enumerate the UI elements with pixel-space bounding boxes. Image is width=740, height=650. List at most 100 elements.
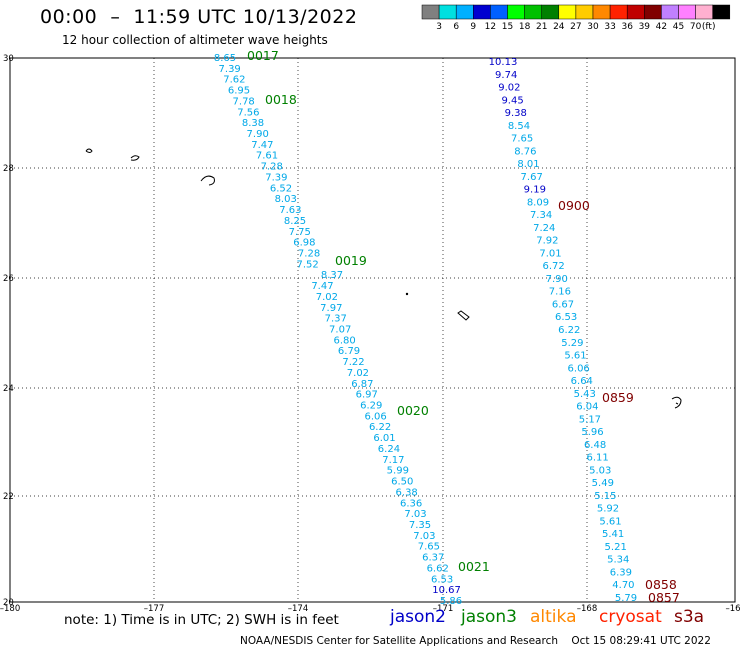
swh-value: 5.61 [564, 351, 586, 362]
swh-value: 6.29 [360, 401, 382, 412]
swh-value: 6.39 [610, 567, 632, 578]
swh-value: 6.37 [422, 553, 444, 564]
swh-value: 7.07 [329, 325, 351, 336]
swh-value: 6.98 [293, 238, 315, 249]
swh-value: 6.36 [400, 498, 422, 509]
swh-value: 7.47 [311, 281, 333, 292]
swh-value: 7.97 [320, 303, 342, 314]
swh-value: 7.01 [539, 248, 561, 259]
color-scale-label: 18 [519, 22, 531, 32]
swh-value: 8.09 [527, 197, 549, 208]
swh-value: 8.76 [514, 146, 536, 157]
swh-value: 5.92 [597, 504, 619, 515]
swh-value: 7.16 [549, 287, 571, 298]
color-scale-label: 27 [570, 22, 581, 32]
swh-value: 5.43 [574, 389, 596, 400]
swh-value: 6.62 [427, 563, 449, 574]
swh-value: 6.80 [333, 335, 355, 346]
swh-value: 8.25 [284, 216, 306, 227]
swh-value: 7.61 [256, 151, 278, 162]
latitude-tick-label: 28 [3, 164, 14, 174]
swh-value: 5.96 [581, 427, 603, 438]
swh-value: 6.53 [431, 574, 453, 585]
color-scale-legend: 3 6 9 12 15 18 21 24 27 30 33 36 39 42 45 70 (ft) [421, 4, 731, 32]
latitude-tick-label: 30 [3, 54, 14, 64]
swh-value: 7.90 [247, 129, 269, 140]
swh-value: 5.86 [440, 596, 462, 607]
footer-note: note: 1) Time is in UTC; 2) SWH is in fe… [64, 612, 339, 628]
color-scale-label: 9 [470, 22, 476, 32]
pass-time-label: 0857 [648, 590, 680, 605]
longitude-tick-label: –171 [433, 604, 453, 612]
swh-value: 8.03 [275, 194, 297, 205]
legend-s3a: s3a [674, 607, 705, 627]
swh-value: 9.45 [501, 95, 523, 106]
island-outline [405, 292, 409, 296]
swh-value: 7.56 [237, 107, 259, 118]
swh-value: 6.52 [270, 183, 292, 194]
swh-value: 10.67 [432, 585, 461, 596]
color-scale-label: 70 [690, 22, 702, 32]
swh-value: 7.22 [342, 357, 364, 368]
legend-cryosat: cryosat [599, 607, 662, 627]
latitude-tick-label: 24 [3, 384, 14, 394]
swh-value: 7.03 [413, 531, 435, 542]
swh-value: 8.38 [242, 118, 264, 129]
swh-value: 5.21 [605, 542, 627, 553]
island-outline [200, 175, 215, 186]
latitude-tick-label: 26 [3, 274, 14, 284]
swh-value: 6.97 [356, 390, 378, 401]
swh-value: 7.28 [261, 162, 283, 173]
swh-value: 5.03 [589, 465, 611, 476]
color-scale-label: 15 [502, 22, 513, 32]
legend-altika: altika [530, 607, 577, 627]
swh-value: 5.79 [615, 593, 637, 604]
swh-value: 6.06 [568, 363, 590, 374]
island-outline [671, 396, 682, 409]
swh-value: 7.28 [298, 248, 320, 259]
swh-value: 7.17 [382, 455, 404, 466]
pass-time-label: 0858 [645, 577, 677, 592]
swh-value: 6.87 [351, 379, 373, 390]
swh-value: 5.15 [594, 491, 616, 502]
swh-value: 8.37 [321, 270, 343, 281]
swh-value: 6.72 [542, 261, 564, 272]
swh-value: 7.02 [316, 292, 338, 303]
swh-value: 6.95 [228, 86, 250, 97]
swh-value: 6.50 [391, 477, 413, 488]
swh-value: 6.04 [576, 402, 598, 413]
color-scale-label: 33 [604, 22, 615, 32]
color-scale-label: (ft) [702, 22, 716, 32]
map-title: 00:00 – 11:59 UTC 10/13/2022 [40, 6, 358, 28]
swh-value: 7.03 [404, 509, 426, 520]
credit-line: NOAA/NESDIS Center for Satellite Applica… [240, 635, 711, 647]
color-scale-label: 42 [656, 22, 667, 32]
island-outline [85, 148, 93, 153]
swh-value: 7.75 [289, 227, 311, 238]
swh-value: 7.65 [418, 542, 440, 553]
swh-value: 7.39 [265, 172, 287, 183]
swh-value: 6.79 [338, 346, 360, 357]
longitude-tick-label: –174 [288, 604, 308, 612]
swh-value: 7.67 [521, 172, 543, 183]
swh-value: 6.24 [378, 444, 400, 455]
swh-value: 6.64 [571, 376, 593, 387]
longitude-tick-label: –180 [0, 604, 20, 612]
map-frame [9, 57, 736, 603]
swh-value: 7.65 [511, 134, 533, 145]
swh-value: 6.06 [365, 411, 387, 422]
swh-value: 9.19 [524, 185, 546, 196]
pass-time-label: 0900 [558, 198, 590, 213]
swh-value: 9.74 [495, 70, 517, 81]
color-scale-label: 6 [453, 22, 459, 32]
swh-value: 5.99 [387, 466, 409, 477]
swh-value: 9.02 [498, 83, 520, 94]
swh-value: 7.47 [251, 140, 273, 151]
latitude-tick-label: 20 [3, 598, 14, 608]
altimeter-map: –180 –177 –174 –171 –168 –163028262422208.657… [0, 48, 740, 612]
legend-jason2: jason2 [390, 607, 446, 627]
swh-value: 5.41 [602, 529, 624, 540]
swh-value: 6.22 [558, 325, 580, 336]
swh-value: 8.54 [508, 121, 530, 132]
swh-value: 6.22 [369, 422, 391, 433]
